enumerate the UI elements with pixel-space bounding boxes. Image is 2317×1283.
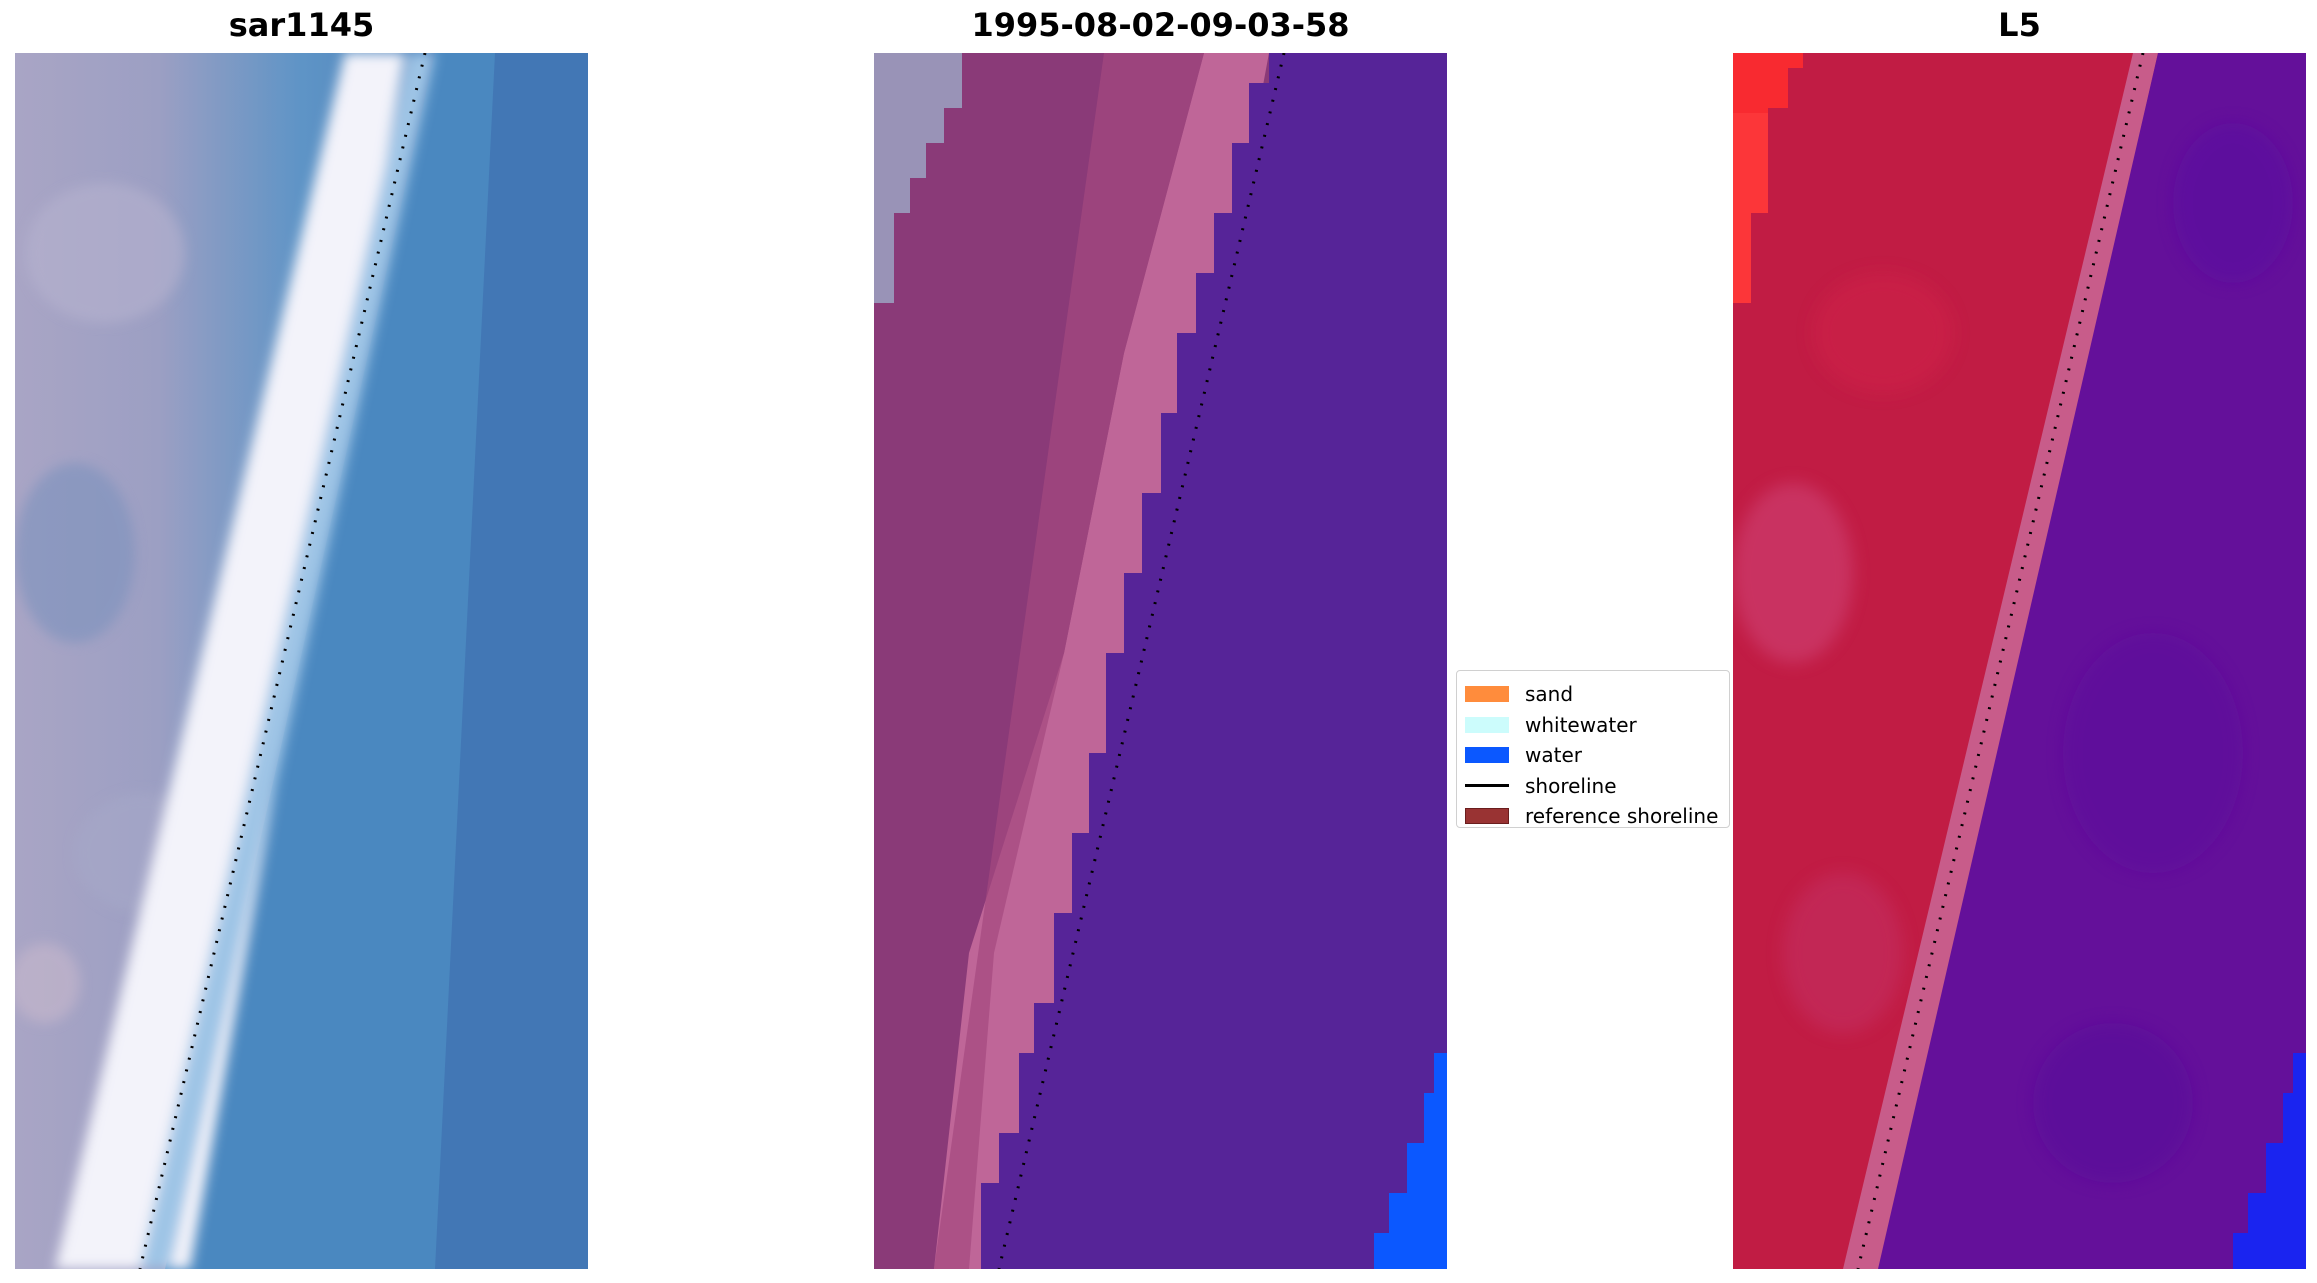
rgb-image-panel: [15, 53, 588, 1269]
panel-title-classified: 1995-08-02-09-03-58: [971, 6, 1350, 44]
sand-swatch: [1465, 686, 1509, 703]
legend-item-reference-shoreline: reference shoreline: [1465, 801, 1729, 832]
legend-item-whitewater: whitewater: [1465, 710, 1729, 741]
shoreline-line-icon: [1465, 784, 1509, 788]
classified-image-panel: [874, 53, 1447, 1269]
legend-item-water: water: [1465, 740, 1729, 771]
shoreline-index: [1856, 53, 2145, 1269]
rgb-image: [15, 53, 588, 1269]
legend-label: shoreline: [1525, 773, 1617, 798]
whitewater-swatch: [1465, 716, 1509, 733]
legend: sand whitewater water shoreline referenc…: [1456, 670, 1730, 828]
legend-item-sand: sand: [1465, 679, 1729, 710]
water-swatch: [1465, 747, 1509, 764]
legend-label: whitewater: [1525, 712, 1637, 737]
legend-item-shoreline: shoreline: [1465, 771, 1729, 802]
legend-label: reference shoreline: [1525, 804, 1719, 829]
panel-title-rgb: sar1145: [228, 6, 375, 44]
index-image-panel: [1733, 53, 2306, 1269]
shoreline-rgb: [138, 53, 427, 1269]
reference-shoreline-swatch: [1465, 808, 1509, 825]
shoreline-classified: [997, 53, 1286, 1269]
classified-image: [874, 53, 1447, 1269]
index-image: [1733, 53, 2306, 1269]
legend-label: sand: [1525, 682, 1574, 707]
panel-title-index: L5: [1998, 6, 2041, 44]
legend-label: water: [1525, 743, 1582, 768]
